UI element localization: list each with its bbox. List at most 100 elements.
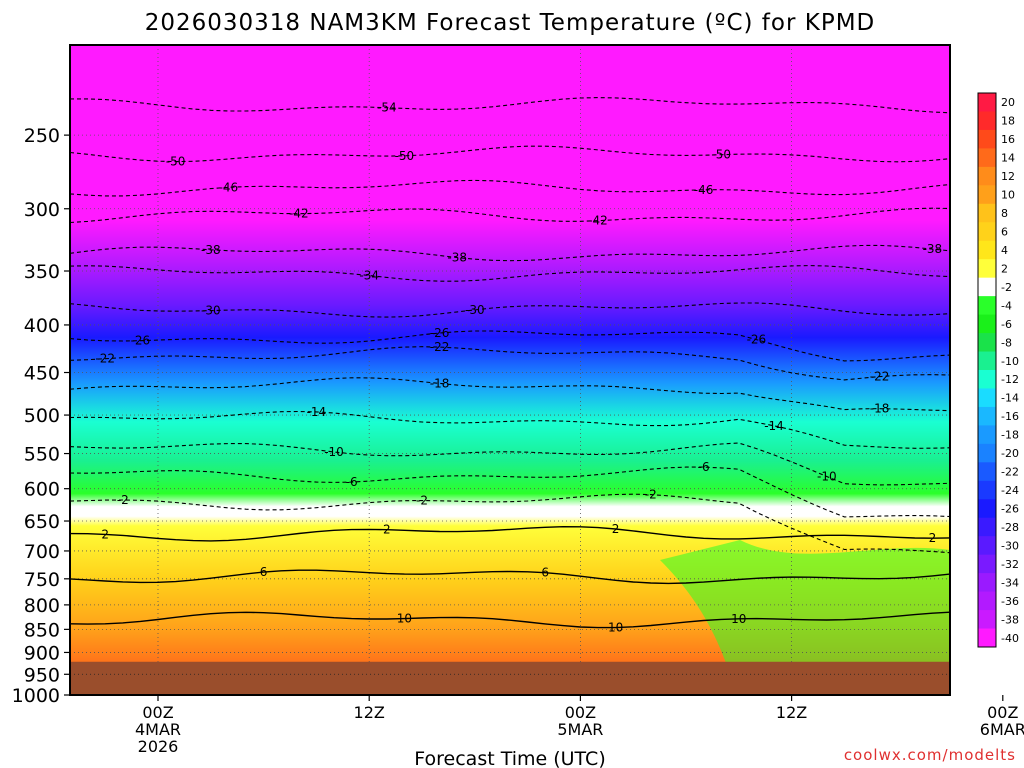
y-tick-label: 850 — [24, 619, 60, 641]
isotherm-line — [70, 207, 950, 224]
isotherm-label: -2 — [416, 494, 428, 508]
colorbar-label: -38 — [1001, 613, 1019, 626]
y-tick-label: 1000 — [12, 685, 60, 707]
colorbar-swatch — [978, 222, 996, 242]
isotherm-label: -54 — [377, 101, 397, 115]
x-tick-label: 00Z — [565, 703, 596, 722]
isotherm-label: 2 — [612, 522, 620, 536]
isotherm-label: -6 — [346, 475, 358, 489]
x-tick-label: 12Z — [776, 703, 807, 722]
colorbar-label: -30 — [1001, 539, 1019, 552]
colorbar-label: 12 — [1001, 170, 1015, 183]
colorbar-swatch — [978, 351, 996, 371]
colorbar-swatch — [978, 406, 996, 426]
y-tick-label: 750 — [24, 569, 60, 591]
colorbar-frame — [977, 92, 997, 648]
colorbar-label: 18 — [1001, 115, 1015, 128]
colorbar-label: -12 — [1001, 373, 1019, 386]
colorbar-swatch — [978, 628, 996, 648]
y-tick-label: 650 — [24, 511, 60, 533]
isotherm-label: -38 — [923, 242, 943, 256]
ground-grid-lines — [70, 673, 950, 695]
isotherm-label: -34 — [359, 269, 379, 283]
colorbar-label: -24 — [1001, 484, 1019, 497]
y-tick-label: 800 — [24, 595, 60, 617]
y-tick-label: 300 — [24, 199, 60, 221]
isotherm-label: 6 — [260, 565, 268, 579]
colorbar-label: 14 — [1001, 152, 1015, 165]
colorbar-swatch — [978, 185, 996, 205]
isotherm-label: -42 — [588, 214, 608, 228]
colorbar-swatch — [978, 93, 996, 112]
grid-lines — [70, 45, 950, 695]
isotherm-label: -18 — [430, 376, 450, 390]
isotherm-line — [70, 525, 950, 542]
isotherm-line — [70, 611, 950, 629]
isotherm-label: -50 — [166, 155, 186, 169]
isotherm-line — [70, 97, 950, 114]
colorbar-label: -28 — [1001, 521, 1019, 534]
isotherm-line — [70, 179, 950, 197]
isotherm-label: -22 — [430, 340, 450, 354]
y-tick-label: 600 — [24, 479, 60, 501]
colorbar-label: -8 — [1001, 336, 1012, 349]
isotherm-label: 2 — [383, 523, 391, 537]
isotherm-line — [70, 330, 950, 362]
source-credit: coolwx.com/modelts — [844, 746, 1016, 764]
isotherm-line — [70, 145, 950, 163]
isotherm-label: -14 — [764, 419, 784, 433]
y-tick-label: 450 — [24, 363, 60, 385]
colorbar-label: -10 — [1001, 355, 1019, 368]
isotherm-label: -38 — [201, 243, 221, 257]
isotherm-label: 2 — [929, 531, 937, 545]
colorbar-swatch — [978, 129, 996, 149]
colorbar-label: -4 — [1001, 299, 1012, 312]
isotherm-line — [70, 410, 950, 449]
colorbar-label: 6 — [1001, 226, 1008, 239]
colorbar-swatch — [978, 554, 996, 574]
colorbar-swatch — [978, 425, 996, 445]
colorbar-swatch — [978, 240, 996, 260]
colorbar-label: 8 — [1001, 207, 1008, 220]
colorbar-swatch — [978, 333, 996, 353]
colorbar-label: -22 — [1001, 466, 1019, 479]
colorbar-label: -34 — [1001, 576, 1019, 589]
colorbar-swatch — [978, 499, 996, 519]
colorbar-swatch — [978, 388, 996, 408]
isotherm-label: -26 — [430, 326, 450, 340]
colorbar-swatch — [978, 314, 996, 334]
colorbar-label: -26 — [1001, 503, 1019, 516]
x-tick-label: 00Z — [987, 703, 1018, 722]
colorbar-label: 10 — [1001, 189, 1015, 202]
colorbar-swatch — [978, 610, 996, 630]
isotherm-label: -2 — [645, 488, 657, 502]
ground-below-surface — [70, 661, 950, 695]
colorbar-swatch — [978, 148, 996, 168]
isotherm-label: -38 — [447, 251, 467, 265]
isotherm-label: -50 — [395, 149, 415, 163]
isotherm-label: 6 — [541, 566, 549, 580]
colorbar-swatch — [978, 573, 996, 593]
isotherm-label: -6 — [698, 460, 710, 474]
isotherm-label: -26 — [131, 334, 151, 348]
colorbar-swatch — [978, 370, 996, 389]
x-axis-label: Forecast Time (UTC) — [414, 748, 605, 768]
y-tick-label: 700 — [24, 541, 60, 563]
colorbar-label: -36 — [1001, 595, 1019, 608]
cold-pool-intrusion — [660, 540, 950, 690]
colorbar-swatch — [978, 591, 996, 611]
isotherm-label: -22 — [95, 352, 115, 366]
colorbar-label: -14 — [1001, 392, 1019, 405]
isotherm-label: 10 — [731, 612, 746, 626]
y-tick-label: 400 — [24, 315, 60, 337]
isotherm-label: -46 — [219, 180, 239, 194]
colorbar-swatch — [978, 517, 996, 537]
y-tick-label: 900 — [24, 642, 60, 664]
isotherm-layer: -54 -50 -50 -50 -46 -46 -42 -42 -38 -38 -38 -34 -30 -… — [70, 97, 950, 635]
colorbar-swatch — [978, 536, 996, 556]
isotherm-label: -30 — [201, 304, 221, 318]
colorbar-swatch — [978, 259, 996, 279]
colorbar-swatch — [978, 480, 996, 500]
